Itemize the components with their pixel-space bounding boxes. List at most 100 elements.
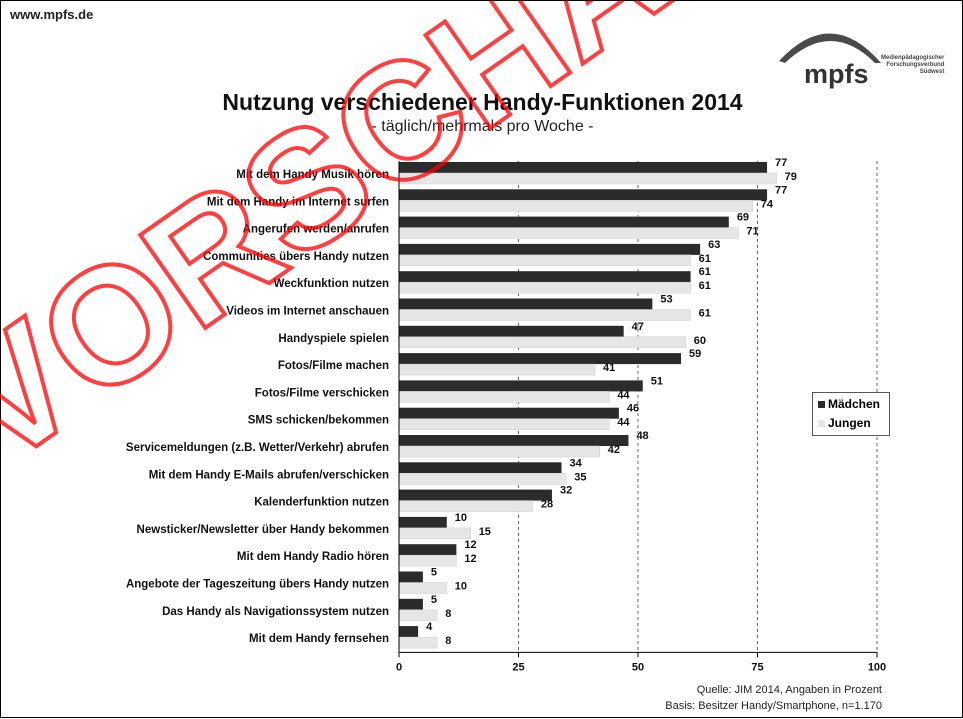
category-label: Newsticker/Newsletter über Handy bekomme… <box>137 524 389 536</box>
data-label: 15 <box>479 526 491 538</box>
data-label: 5 <box>431 567 437 579</box>
bar-jungen <box>398 636 438 649</box>
bar-maedchen <box>399 271 691 283</box>
logo-wordmark: mpfs <box>804 59 869 89</box>
x-tick-label: 50 <box>632 661 644 673</box>
category-label: Videos im Internet anschauen <box>226 306 389 318</box>
logo-sub-line: Medienpädagogischer <box>881 55 945 61</box>
category-label: Communities übers Handy nutzen <box>203 251 389 263</box>
data-label: 12 <box>464 539 476 551</box>
category-label: Fotos/Filme verschicken <box>255 387 389 399</box>
bar-maedchen <box>399 462 562 474</box>
bar-jungen <box>398 582 448 594</box>
bar-jungen <box>398 609 438 622</box>
bar-maedchen <box>399 162 768 173</box>
bar-maedchen <box>399 380 643 392</box>
bar-maedchen <box>399 544 457 556</box>
data-label: 35 <box>574 471 586 483</box>
category-label: Angebote der Tageszeitung übers Handy nu… <box>126 579 389 591</box>
data-label: 10 <box>455 581 467 593</box>
data-label: 28 <box>541 499 553 511</box>
category-label: Handyspiele spielen <box>278 333 389 345</box>
data-label: 59 <box>689 348 701 360</box>
bar-jungen <box>398 391 610 403</box>
data-label: 41 <box>603 362 615 374</box>
x-tick-label: 25 <box>512 661 524 673</box>
logo-subtitle: Medienpädagogischer Forschungsverbund Sü… <box>881 55 944 76</box>
site-url: www.mpfs.de <box>10 7 94 22</box>
category-label: Mit dem Handy Musik hören <box>236 169 389 181</box>
legend-item-maedchen: Mädchen <box>818 396 880 412</box>
data-label: 44 <box>617 389 630 401</box>
bar-maedchen <box>399 189 768 201</box>
category-label: Angerufen werden/anrufen <box>243 224 389 236</box>
data-label: 60 <box>694 335 706 347</box>
data-label: 61 <box>699 308 711 320</box>
bar-maedchen <box>399 516 447 528</box>
bar-maedchen <box>399 435 629 446</box>
data-label: 71 <box>746 226 758 238</box>
data-label: 46 <box>627 403 639 415</box>
bar-maedchen <box>399 489 552 501</box>
x-tick-label: 0 <box>396 661 402 673</box>
bar-jungen <box>398 200 753 212</box>
data-label: 5 <box>431 594 437 606</box>
bar-maedchen <box>399 407 619 419</box>
bar-jungen <box>398 473 567 485</box>
bar-jungen <box>398 227 739 239</box>
data-label: 8 <box>445 635 451 647</box>
source-note: Quelle: JIM 2014, Angaben in Prozent <box>696 684 882 696</box>
data-label: 77 <box>775 157 787 169</box>
bar-maedchen <box>399 298 653 310</box>
data-label: 53 <box>660 294 672 306</box>
bar-maedchen <box>399 325 624 337</box>
bar-maedchen <box>399 626 419 638</box>
logo-sub-line: Südwest <box>919 69 945 75</box>
data-label: 61 <box>699 266 711 278</box>
data-label: 42 <box>608 444 620 456</box>
data-label: 10 <box>455 512 467 524</box>
data-label: 8 <box>445 608 451 620</box>
category-label: Kalenderfunktion nutzen <box>254 497 389 509</box>
data-label: 34 <box>570 457 583 469</box>
legend-label: Jungen <box>828 416 871 430</box>
bar-jungen <box>398 172 777 185</box>
bar-maedchen <box>399 571 423 583</box>
bar-maedchen <box>399 216 729 228</box>
category-label: Weckfunktion nutzen <box>274 278 389 290</box>
data-label: 48 <box>636 430 648 442</box>
bar-jungen <box>398 527 471 540</box>
data-label: 63 <box>708 239 720 251</box>
category-label: Mit dem Handy Radio hören <box>237 551 389 563</box>
data-label: 69 <box>737 212 749 224</box>
category-label: Fotos/Filme machen <box>278 360 389 372</box>
data-label: 61 <box>699 280 711 292</box>
bar-jungen <box>398 554 457 567</box>
data-label: 79 <box>785 171 797 183</box>
bar-jungen <box>398 418 610 430</box>
bar-jungen <box>398 363 596 376</box>
legend: Mädchen Jungen <box>812 392 890 436</box>
legend-label: Mädchen <box>828 397 881 411</box>
mpfs-logo-arc <box>779 33 881 63</box>
bar-jungen <box>398 336 687 349</box>
legend-swatch-maedchen <box>818 401 825 409</box>
basis-note: Basis: Besitzer Handy/Smartphone, n=1.17… <box>665 700 882 712</box>
data-label: 51 <box>651 375 663 387</box>
bar-jungen <box>398 254 691 267</box>
data-label: 44 <box>617 417 630 429</box>
bar-maedchen <box>399 353 682 365</box>
logo-sub-line: Forschungsverbund <box>886 62 945 68</box>
category-label: Mit dem Handy im Internet surfen <box>207 196 389 208</box>
category-label: Servicemeldungen (z.B. Wetter/Verkehr) a… <box>126 442 389 454</box>
data-label: 12 <box>464 553 476 565</box>
bar-maedchen <box>399 243 701 255</box>
data-label: 74 <box>761 198 774 210</box>
chart-subtitle: - täglich/mehrmals pro Woche - <box>371 118 594 135</box>
data-label: 61 <box>699 253 711 265</box>
bar-jungen <box>398 281 691 294</box>
category-label: Mit dem Handy E-Mails abrufen/verschicke… <box>149 469 389 481</box>
bar-jungen <box>398 309 691 321</box>
